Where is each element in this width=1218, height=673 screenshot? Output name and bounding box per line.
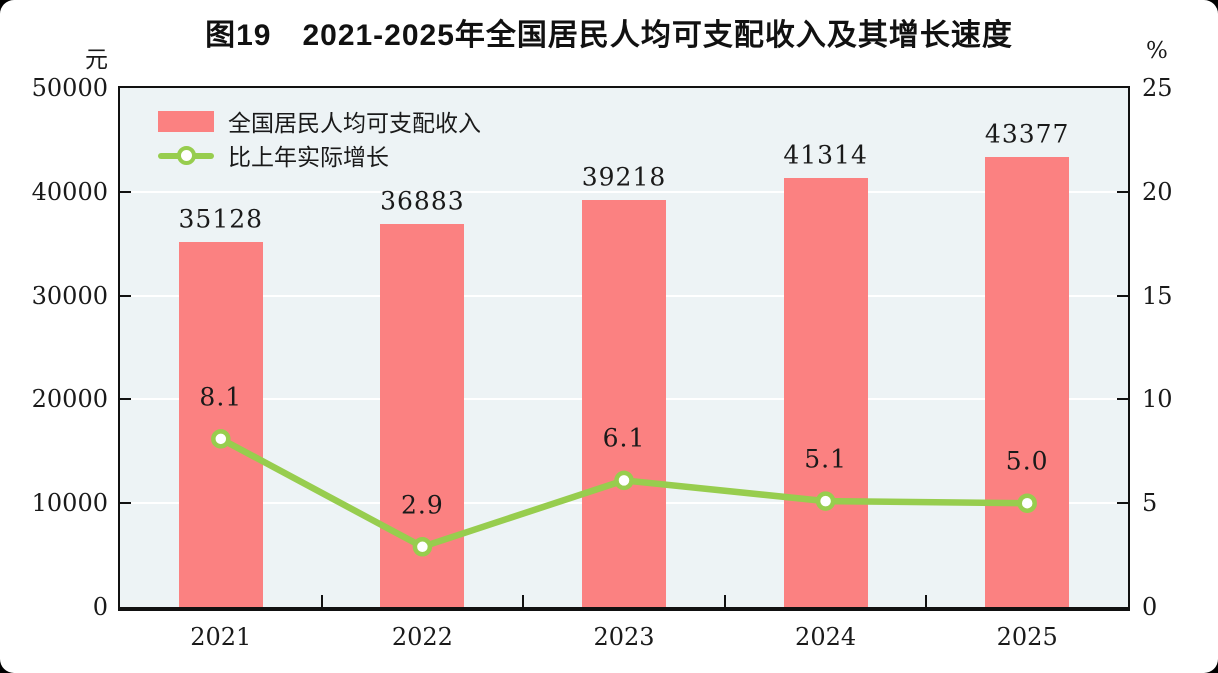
right-axis-tick xyxy=(1117,294,1128,297)
right-axis-tick-label: 0 xyxy=(1142,593,1158,621)
x-axis-tick xyxy=(723,595,726,607)
growth-value-label: 8.1 xyxy=(199,382,243,412)
right-axis-tick-label: 10 xyxy=(1142,385,1173,414)
x-axis-category-label: 2022 xyxy=(391,623,453,651)
growth-line-marker-icon xyxy=(1017,493,1037,513)
right-axis-tick xyxy=(1117,502,1128,505)
left-axis-tick-label: 40000 xyxy=(31,177,108,206)
bar-value-label: 36883 xyxy=(380,186,465,216)
income-bar xyxy=(985,156,1070,607)
right-axis-tick-label: 20 xyxy=(1142,177,1173,206)
legend-label-growth: 比上年实际增长 xyxy=(228,145,389,171)
gridline xyxy=(120,190,1128,193)
legend: 全国居民人均可支配收入 比上年实际增长 xyxy=(158,104,481,172)
right-axis-tick-label: 5 xyxy=(1142,489,1158,518)
x-axis-tick xyxy=(522,595,525,607)
growth-value-label: 2.9 xyxy=(401,490,444,520)
right-axis-unit: % xyxy=(1146,38,1168,64)
bar-value-label: 39218 xyxy=(581,162,667,192)
x-axis-tick xyxy=(320,595,323,607)
left-axis-tick xyxy=(120,502,131,505)
growth-line-marker-icon xyxy=(211,429,231,449)
left-axis-tick-label: 30000 xyxy=(31,281,108,310)
legend-label-income: 全国居民人均可支配收入 xyxy=(228,111,481,137)
bar-legend-swatch xyxy=(158,110,214,132)
left-axis-tick xyxy=(120,294,131,297)
right-axis-tick xyxy=(1117,190,1128,193)
right-axis-tick-label: 15 xyxy=(1142,281,1173,310)
line-legend-marker-icon xyxy=(177,145,196,165)
x-axis-category-label: 2024 xyxy=(795,623,857,651)
line-legend-swatch xyxy=(158,145,214,166)
left-axis-tick-label: 50000 xyxy=(31,74,108,102)
growth-value-label: 6.1 xyxy=(602,423,646,453)
legend-item-income: 全国居民人均可支配收入 xyxy=(158,104,481,138)
x-axis-category-label: 2021 xyxy=(190,623,252,651)
chart-title: 图19 2021-2025年全国居民人均可支配收入及其增长速度 xyxy=(205,19,1013,52)
growth-line-marker-icon xyxy=(412,537,433,557)
x-axis-category-label: 2023 xyxy=(593,623,655,651)
left-axis-tick xyxy=(120,190,131,193)
growth-value-label: 5.1 xyxy=(804,444,847,474)
bar-value-label: 41314 xyxy=(783,140,868,170)
left-axis-tick xyxy=(120,398,131,401)
bar-value-label: 43377 xyxy=(984,119,1070,149)
x-axis-category-label: 2025 xyxy=(996,623,1058,651)
legend-item-growth: 比上年实际增长 xyxy=(158,138,481,172)
left-axis-tick-label: 10000 xyxy=(31,489,108,518)
left-axis-tick-label: 0 xyxy=(92,593,108,621)
left-axis-unit: 元 xyxy=(85,47,108,73)
left-axis-tick-label: 20000 xyxy=(31,385,108,414)
bar-value-label: 35128 xyxy=(178,204,264,234)
growth-line-marker-icon xyxy=(815,491,836,511)
growth-line-marker-icon xyxy=(614,470,634,491)
growth-value-label: 5.0 xyxy=(1005,446,1049,476)
income-bar xyxy=(582,199,666,607)
growth-line xyxy=(219,435,1028,551)
right-axis-tick-label: 25 xyxy=(1142,74,1173,102)
income-bar xyxy=(783,178,868,607)
right-axis-tick xyxy=(1117,398,1128,401)
x-axis-tick xyxy=(925,595,928,607)
income-bar xyxy=(178,242,263,607)
